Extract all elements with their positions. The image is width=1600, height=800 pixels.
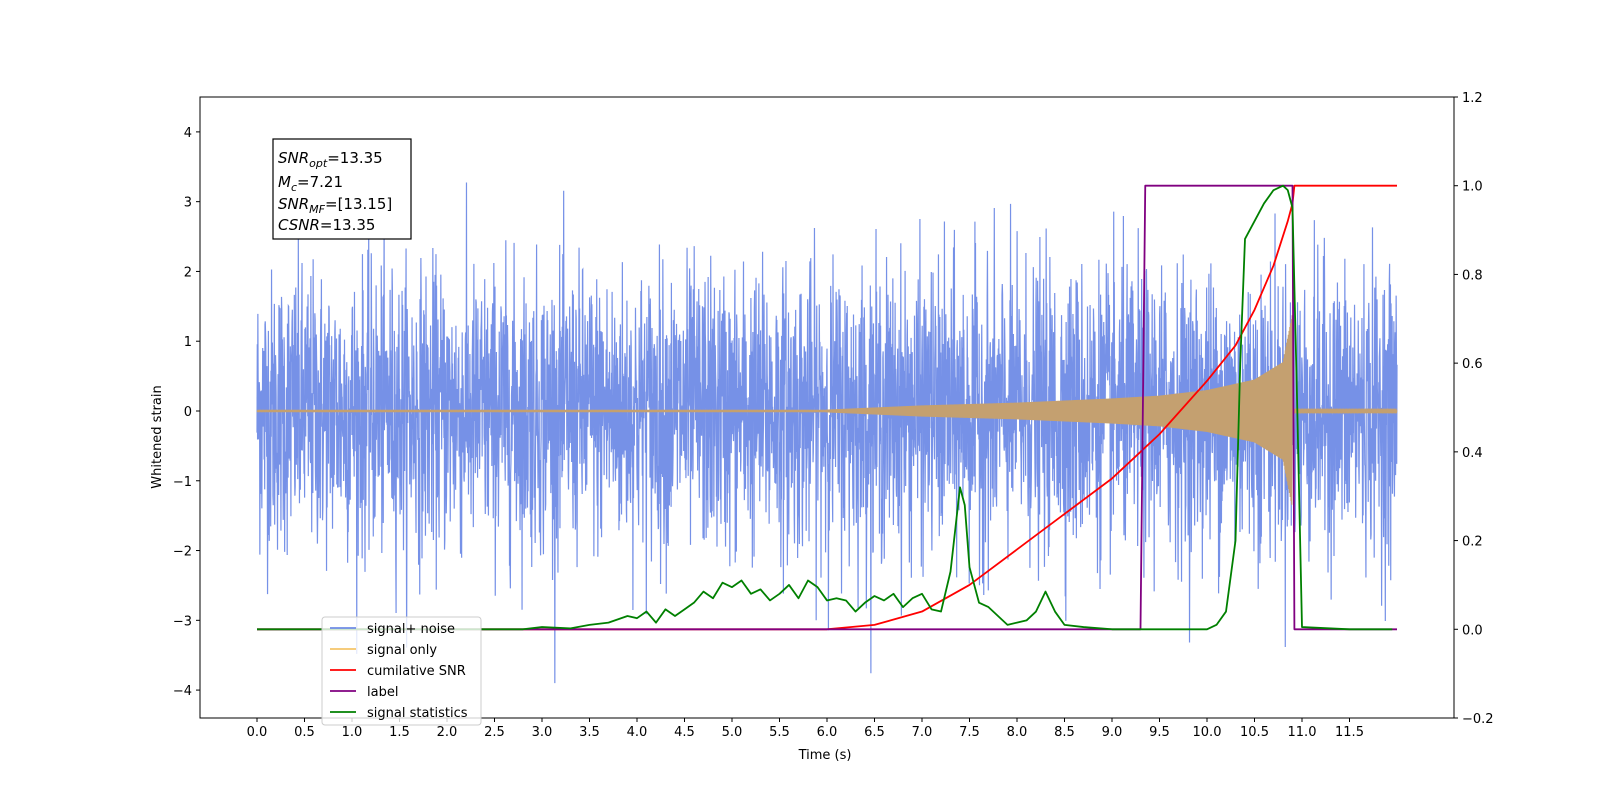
x-tick-label: 9.5 (1149, 725, 1170, 740)
legend-frame (321, 616, 482, 726)
y-axis-right-ticks: 1.2 1.0 0.8 0.6 0.4 0.2 0.0 −0.2 (1454, 91, 1494, 727)
y-tick-label: 0 (184, 405, 192, 420)
info-line-snr-mf: SNRMF=[13.15] (278, 195, 392, 216)
x-tick-label: 0.5 (294, 725, 315, 740)
y2-tick-label: 0.6 (1462, 357, 1483, 372)
snr-info-box: SNRopt=13.35 Mc=7.21 SNRMF=[13.15] CSNR=… (272, 138, 412, 240)
y2-tick-label: 0.8 (1462, 268, 1483, 283)
x-tick-label: 7.5 (959, 725, 980, 740)
x-tick-label: 11.0 (1288, 725, 1317, 740)
x-tick-label: 1.5 (389, 725, 410, 740)
info-line-snr-opt: SNRopt=13.35 (278, 149, 383, 170)
info-box-frame (272, 138, 412, 240)
y-axis-left-ticks: 4 3 2 1 0 −1 −2 −3 −4 (173, 126, 200, 699)
series-signal-only (256, 315, 1398, 505)
x-tick-label: 0.0 (247, 725, 268, 740)
y-tick-label: −2 (173, 545, 192, 560)
y-tick-label: −3 (173, 614, 192, 629)
legend-label: signal statistics (367, 706, 468, 721)
x-tick-label: 8.0 (1007, 725, 1028, 740)
x-tick-label: 2.0 (437, 725, 458, 740)
legend-label: cumilative SNR (367, 664, 466, 679)
x-tick-label: 9.0 (1102, 725, 1123, 740)
y-tick-label: −1 (173, 475, 192, 490)
x-tick-label: 4.5 (674, 725, 695, 740)
x-tick-label: 11.5 (1335, 725, 1364, 740)
legend-label: label (367, 685, 398, 700)
info-line-csnr: CSNR=13.35 (278, 216, 375, 234)
y2-tick-label: 1.2 (1462, 91, 1483, 106)
x-tick-label: 2.5 (484, 725, 505, 740)
y2-tick-label: −0.2 (1462, 712, 1494, 727)
x-tick-label: 7.0 (912, 725, 933, 740)
y-tick-label: −4 (173, 684, 192, 699)
y-tick-label: 3 (184, 196, 192, 211)
x-tick-label: 5.0 (722, 725, 743, 740)
y-axis-label: Whitened strain (150, 385, 165, 488)
legend-label: signal+ noise (367, 622, 455, 637)
legend: signal+ noise signal only cumilative SNR la… (321, 616, 482, 726)
y2-tick-label: 1.0 (1462, 180, 1483, 195)
x-axis-ticks: 0.0 0.5 1.0 1.5 2.0 2.5 3.0 3.5 4.0 4.5 5.0 5.5 6.0 6… (247, 718, 1364, 740)
x-tick-label: 1.0 (342, 725, 363, 740)
series-layer (256, 182, 1398, 684)
info-line-mc: Mc=7.21 (278, 173, 343, 194)
y2-tick-label: 0.2 (1462, 535, 1483, 550)
legend-label: signal only (367, 643, 437, 658)
x-tick-label: 4.0 (627, 725, 648, 740)
x-tick-label: 10.5 (1240, 725, 1269, 740)
y-tick-label: 1 (184, 335, 192, 350)
x-tick-label: 3.0 (532, 725, 553, 740)
y2-tick-label: 0.0 (1462, 623, 1483, 638)
x-tick-label: 10.0 (1193, 725, 1222, 740)
y-tick-label: 2 (184, 265, 192, 280)
series-signal-statistics (257, 184, 1393, 631)
x-tick-label: 6.0 (817, 725, 838, 740)
x-axis-label: Time (s) (798, 748, 852, 763)
y2-tick-label: 0.4 (1462, 446, 1483, 461)
series-cumulative-snr (257, 184, 1397, 631)
x-tick-label: 6.5 (864, 725, 885, 740)
x-tick-label: 5.5 (769, 725, 790, 740)
x-tick-label: 8.5 (1054, 725, 1075, 740)
y-tick-label: 4 (184, 126, 192, 141)
x-tick-label: 3.5 (579, 725, 600, 740)
